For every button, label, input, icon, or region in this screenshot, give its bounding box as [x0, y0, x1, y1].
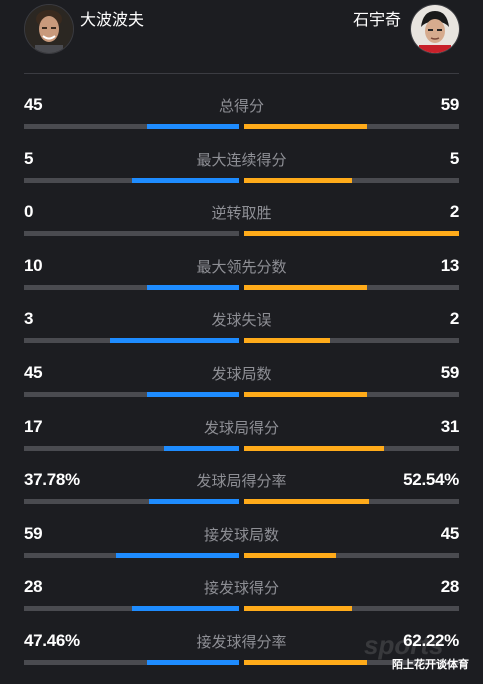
stat-row: 37.78% 发球局得分率 52.54%: [0, 469, 483, 523]
right-bar-track: [244, 660, 459, 665]
right-value: 45: [440, 523, 460, 543]
stat-row: 3 发球失误 2: [0, 308, 483, 362]
left-bar-track: [24, 552, 239, 558]
right-player-avatar[interactable]: [410, 4, 460, 54]
stat-label: 最大连续得分: [196, 150, 287, 169]
left-bar-fill: [131, 606, 239, 612]
left-bar-fill: [146, 660, 239, 665]
left-bar-track: [24, 177, 239, 183]
stat-row: 5 最大连续得分 5: [0, 148, 483, 202]
right-bar-track: [244, 177, 459, 183]
left-value: 5: [24, 148, 34, 168]
left-player-avatar[interactable]: [24, 4, 74, 54]
right-bar-track: [244, 231, 459, 237]
match-header: 大波波夫 石宇奇: [0, 0, 483, 74]
left-value: 45: [24, 95, 43, 114]
stat-row: 59 接发球局数 45: [0, 523, 483, 577]
left-value: 45: [24, 363, 43, 382]
left-value: 47.46%: [24, 631, 80, 650]
stat-label: 发球失误: [211, 311, 272, 330]
left-bar-fill: [110, 338, 239, 344]
right-value: 13: [440, 255, 460, 275]
stat-label: 接发球局数: [203, 525, 279, 544]
right-value: 2: [449, 202, 459, 222]
header-divider: [24, 73, 459, 74]
left-value: 37.78%: [24, 470, 80, 490]
left-value: 10: [24, 255, 43, 275]
right-value: 2: [449, 309, 459, 329]
left-bar-track: [24, 606, 239, 612]
left-value: 17: [24, 416, 43, 436]
right-bar-fill: [244, 284, 367, 290]
right-bar-track: [244, 606, 459, 612]
left-bar-track: [24, 231, 239, 237]
stat-label: 逆转取胜: [211, 204, 272, 223]
left-value: 59: [24, 523, 43, 543]
stat-label: 发球局数: [211, 365, 272, 383]
left-bar-fill: [116, 552, 239, 558]
stat-row: 45 总得分 59: [0, 94, 483, 148]
right-bar-fill: [244, 445, 384, 451]
right-bar-track: [244, 445, 459, 451]
right-bar-fill: [244, 606, 352, 612]
stat-label: 接发球得分率: [196, 633, 287, 651]
stat-row: 10 最大领先分数 13: [0, 255, 483, 309]
right-bar-track: [244, 338, 459, 344]
right-player-name: 石宇奇: [352, 10, 401, 29]
left-value: 28: [24, 577, 43, 597]
right-value: 31: [440, 416, 460, 436]
stat-label: 发球局得分率: [196, 472, 287, 491]
right-bar-fill: [244, 499, 369, 505]
left-bar-fill: [146, 284, 239, 290]
right-bar-track: [244, 392, 459, 397]
left-bar-fill: [163, 445, 239, 451]
right-bar-fill: [244, 231, 459, 237]
left-value: 3: [24, 309, 34, 329]
stat-label: 接发球得分: [203, 579, 279, 598]
right-value: 28: [440, 577, 460, 597]
right-value: 52.54%: [403, 470, 459, 490]
left-bar-fill: [146, 392, 239, 397]
left-value: 0: [24, 202, 34, 222]
left-bar-track: [24, 124, 239, 129]
right-bar-fill: [244, 177, 352, 183]
left-bar-track: [24, 660, 239, 665]
right-bar-fill: [244, 124, 367, 129]
right-player-photo-icon: [411, 5, 459, 53]
stat-row: 47.46% 接发球得分率 62.22%: [0, 630, 483, 684]
right-value: 62.22%: [403, 631, 459, 650]
left-player-photo-icon: [25, 5, 73, 53]
stat-label: 最大领先分数: [196, 257, 287, 276]
left-bar-fill: [146, 124, 239, 129]
watermark-source: 陌上花开谈体育: [392, 658, 469, 671]
left-bar-fill: [131, 177, 239, 183]
stat-row: 45 发球局数 59: [0, 362, 483, 416]
left-player-name: 大波波夫: [80, 10, 145, 29]
right-bar-track: [244, 552, 459, 558]
stat-label: 发球局得分: [203, 418, 279, 437]
stat-row: 28 接发球得分 28: [0, 576, 483, 630]
right-bar-fill: [244, 660, 367, 665]
right-bar-track: [244, 499, 459, 505]
right-bar-track: [244, 124, 459, 129]
left-bar-track: [24, 499, 239, 505]
left-bar-track: [24, 338, 239, 344]
left-bar-track: [24, 445, 239, 451]
right-bar-fill: [244, 338, 330, 344]
right-bar-fill: [244, 392, 367, 397]
stat-label: 总得分: [218, 97, 264, 115]
right-value: 59: [440, 95, 460, 114]
stat-row: 0 逆转取胜 2: [0, 201, 483, 255]
left-bar-track: [24, 392, 239, 397]
watermark-brand: sports: [364, 630, 444, 660]
right-value: 59: [440, 363, 460, 382]
stat-row: 17 发球局得分 31: [0, 416, 483, 470]
left-bar-fill: [148, 499, 239, 505]
right-bar-track: [244, 284, 459, 290]
left-bar-track: [24, 284, 239, 290]
right-value: 5: [449, 148, 459, 168]
right-bar-fill: [244, 552, 337, 558]
